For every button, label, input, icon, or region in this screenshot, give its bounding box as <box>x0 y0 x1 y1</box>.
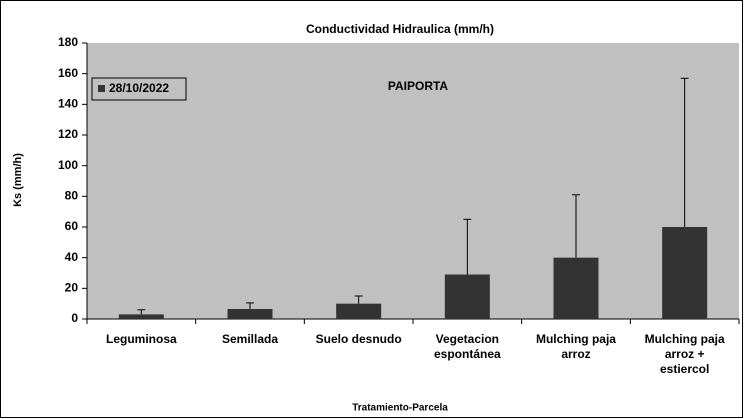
y-tick-label: 20 <box>65 281 79 295</box>
annotation: PAIPORTA <box>388 79 449 93</box>
x-tick-label: Vegetacion espontánea <box>433 332 501 361</box>
y-tick-label: 180 <box>58 35 78 49</box>
y-axis-label: Ks (mm/h) <box>12 153 24 207</box>
bar <box>118 314 164 319</box>
y-tick-label: 100 <box>58 158 78 172</box>
x-tick-label: Semillada <box>221 332 278 346</box>
x-axis-label: Tratamiento-Parcela <box>352 403 448 414</box>
y-tick-label: 40 <box>65 250 79 264</box>
bar <box>553 257 599 319</box>
x-tick-label: Suelo desnudo <box>315 332 402 346</box>
y-tick-label: 0 <box>71 311 78 325</box>
chart-title: Conductividad Hidraulica (mm/h) <box>306 22 494 36</box>
plot-area <box>87 43 739 319</box>
y-tick-label: 140 <box>58 97 78 111</box>
legend-swatch <box>98 85 105 92</box>
y-tick-label: 120 <box>58 127 78 141</box>
bar <box>662 227 708 319</box>
x-tick-label: Mulching paja arroz + estiercol <box>644 332 725 376</box>
legend-label: 28/10/2022 <box>109 81 169 95</box>
y-tick-label: 60 <box>65 219 79 233</box>
bar <box>227 309 273 319</box>
x-tick-label: Leguminosa <box>105 332 177 346</box>
bar <box>336 303 382 319</box>
x-tick-label: Mulching paja arroz <box>535 332 616 361</box>
y-tick-label: 160 <box>58 66 78 80</box>
y-tick-label: 80 <box>65 189 79 203</box>
bar <box>444 274 490 319</box>
legend-box <box>91 77 187 101</box>
